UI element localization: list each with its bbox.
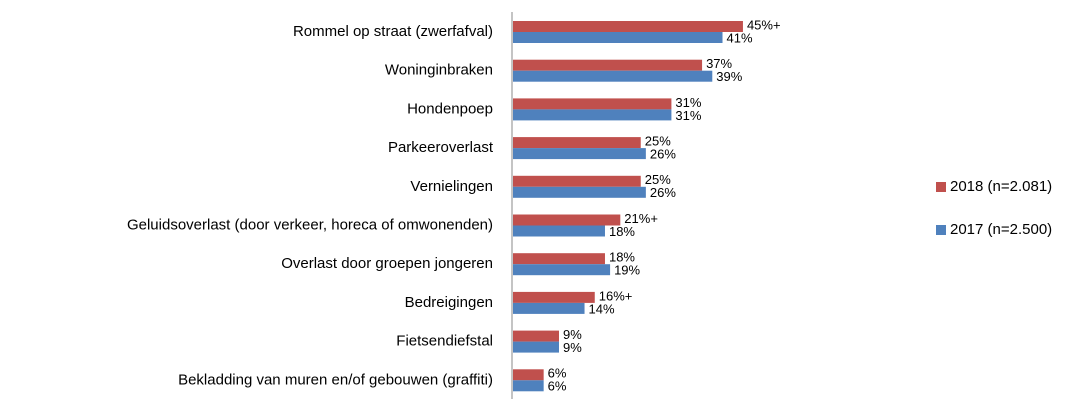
value-label: 18% [609, 250, 635, 265]
value-label: 16%+ [599, 288, 633, 303]
bar [513, 70, 713, 82]
value-label: 21%+ [624, 211, 658, 226]
bar [513, 214, 621, 226]
category-label: Vernielingen [410, 178, 493, 195]
bar [513, 369, 544, 381]
category-label: Fietsendiefstal [396, 333, 493, 350]
value-label: 31% [675, 95, 701, 110]
bar [513, 341, 559, 353]
bar [513, 253, 605, 265]
value-label: 39% [716, 69, 742, 84]
value-label: 18% [609, 224, 635, 239]
bar [513, 32, 723, 43]
value-label: 41% [727, 30, 753, 45]
value-label: 31% [675, 108, 701, 123]
bar [513, 21, 743, 32]
bar [513, 109, 672, 121]
bar [513, 148, 646, 160]
category-label: Geluidsoverlast (door verkeer, horeca of… [127, 216, 493, 233]
bar [513, 225, 605, 237]
category-label: Bedreigingen [405, 294, 493, 311]
value-label: 9% [563, 340, 582, 355]
category-label: Parkeeroverlast [388, 139, 494, 156]
value-label: 25% [645, 172, 671, 187]
bar [513, 330, 559, 342]
value-label: 26% [650, 185, 676, 200]
value-label: 25% [645, 134, 671, 149]
value-label: 19% [614, 263, 640, 278]
value-label: 26% [650, 147, 676, 162]
bar [513, 98, 672, 110]
bar [513, 380, 544, 392]
category-label: Overlast door groepen jongeren [281, 255, 493, 272]
legend-label: 2018 (n=2.081) [950, 178, 1052, 195]
value-label: 6% [548, 366, 567, 381]
bar [513, 302, 585, 314]
value-label: 9% [563, 327, 582, 342]
bar [513, 59, 703, 71]
bar [513, 264, 611, 276]
legend-label: 2017 (n=2.500) [950, 221, 1052, 238]
bar [513, 186, 646, 198]
category-label: Hondenpoep [407, 100, 493, 117]
bar [513, 291, 595, 303]
category-label: Woninginbraken [385, 62, 493, 79]
legend-swatch [936, 225, 946, 235]
bar [513, 137, 641, 149]
bar [513, 175, 641, 187]
value-label: 6% [548, 379, 567, 394]
category-label: Rommel op straat (zwerfafval) [293, 23, 493, 40]
value-label: 37% [706, 56, 732, 71]
category-label: Bekladding van muren en/of gebouwen (gra… [178, 371, 493, 388]
value-label: 45%+ [747, 17, 781, 32]
legend-swatch [936, 182, 946, 192]
value-label: 14% [589, 301, 615, 316]
